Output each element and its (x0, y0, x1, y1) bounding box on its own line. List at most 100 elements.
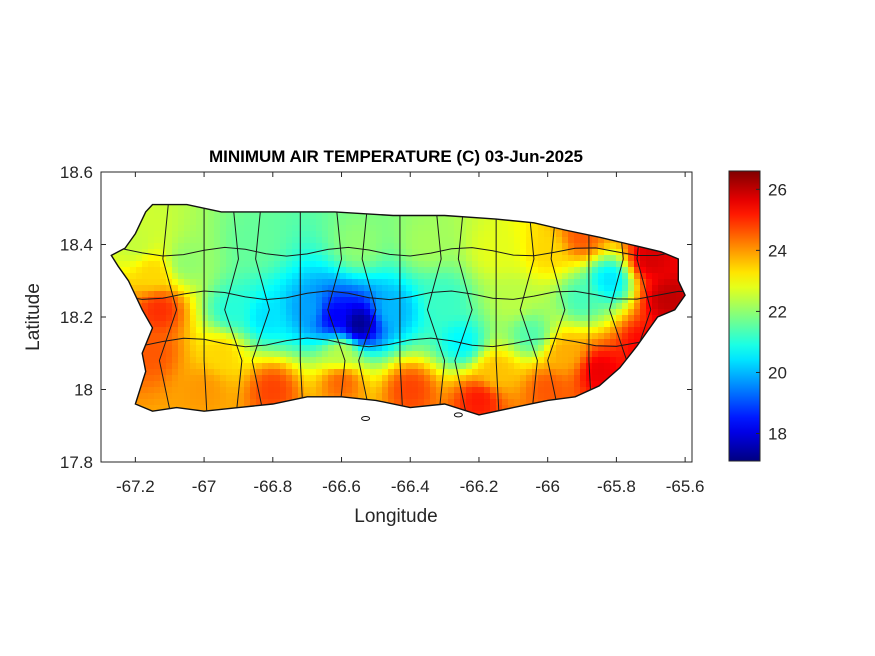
heat-cell (424, 255, 431, 262)
heat-cell (604, 261, 611, 268)
heat-cell (148, 279, 155, 286)
heat-cell (310, 291, 317, 298)
heat-cell (526, 249, 533, 256)
heat-cell (508, 387, 515, 394)
heat-cell (184, 204, 191, 208)
heat-cell (406, 339, 413, 346)
heat-cell (520, 327, 527, 334)
heat-cell (316, 285, 323, 292)
heat-cell (370, 303, 377, 310)
heat-cell (544, 387, 551, 394)
heat-cell (256, 363, 263, 370)
heat-cell (562, 249, 569, 256)
heat-cell (358, 297, 365, 304)
heat-cell (388, 357, 395, 364)
heat-cell (406, 303, 413, 310)
heat-cell (640, 249, 647, 256)
heat-cell (196, 327, 203, 334)
heat-cell (226, 213, 233, 220)
heat-cell (250, 381, 257, 388)
heat-cell (382, 315, 389, 322)
heat-cell (178, 351, 185, 358)
heat-cell (304, 219, 311, 226)
heat-cell (484, 339, 491, 346)
heat-cell (646, 297, 653, 304)
heat-cell (394, 291, 401, 298)
heat-cell (346, 315, 353, 322)
heat-cell (544, 375, 551, 382)
heat-cell (346, 357, 353, 364)
heat-cell (484, 327, 491, 334)
heat-cell (580, 363, 587, 370)
heat-cell (628, 303, 635, 310)
heat-cell (610, 243, 617, 250)
heat-cell (184, 231, 191, 238)
heat-cell (178, 231, 185, 238)
heat-cell (160, 225, 167, 232)
heat-cell (610, 297, 617, 304)
heat-cell (622, 309, 629, 316)
heat-cell (436, 249, 443, 256)
heat-cell (556, 315, 563, 322)
heat-cell (274, 267, 281, 274)
heat-cell (232, 261, 239, 268)
heat-cell (520, 357, 527, 364)
heat-cell (466, 309, 473, 316)
heat-cell (274, 213, 281, 220)
heat-cell (310, 303, 317, 310)
heat-cell (292, 219, 299, 226)
heat-cell (502, 321, 509, 328)
heat-cell (520, 267, 527, 274)
heat-cell (376, 375, 383, 382)
heat-cell (232, 309, 239, 316)
heat-cell (472, 249, 479, 256)
heat-cell (502, 387, 509, 394)
heat-cell (190, 381, 197, 388)
heat-cell (424, 369, 431, 376)
heat-cell (466, 219, 473, 226)
heat-cell (496, 357, 503, 364)
heat-cell (328, 279, 335, 286)
heat-cell (532, 237, 539, 244)
heat-cell (394, 231, 401, 238)
heat-cell (160, 315, 167, 322)
heat-cell (622, 291, 629, 298)
heat-cell (142, 213, 149, 220)
heat-cell (256, 351, 263, 358)
heat-cell (280, 237, 287, 244)
heat-cell (412, 279, 419, 286)
heat-cell (460, 357, 467, 364)
heat-cell (268, 291, 275, 298)
heat-cell (310, 255, 317, 262)
heat-cell (412, 309, 419, 316)
heat-cell (382, 267, 389, 274)
heat-cell (172, 243, 179, 250)
heat-cell (214, 261, 221, 268)
heat-cell (178, 285, 185, 292)
heat-cell (604, 243, 611, 250)
heat-cell (166, 255, 173, 262)
heat-cell (160, 303, 167, 310)
heat-cell (478, 387, 485, 394)
heat-cell (160, 309, 167, 316)
heat-cell (424, 243, 431, 250)
heat-cell (628, 315, 635, 322)
heat-cell (394, 309, 401, 316)
heat-cell (328, 231, 335, 238)
heat-cell (478, 303, 485, 310)
heat-cell (220, 381, 227, 388)
heat-cell (202, 291, 209, 298)
municipality-boundary (224, 204, 243, 415)
heat-cell (370, 321, 377, 328)
heat-cell (526, 243, 533, 250)
heat-cell (196, 339, 203, 346)
heat-cell (496, 219, 503, 226)
heat-cell (298, 249, 305, 256)
heat-cell (658, 303, 665, 310)
heat-cell (244, 357, 251, 364)
heat-cell (256, 381, 263, 388)
heat-cell (214, 363, 221, 370)
heat-cell (334, 315, 341, 322)
heat-cell (202, 237, 209, 244)
heat-cell (184, 393, 191, 400)
